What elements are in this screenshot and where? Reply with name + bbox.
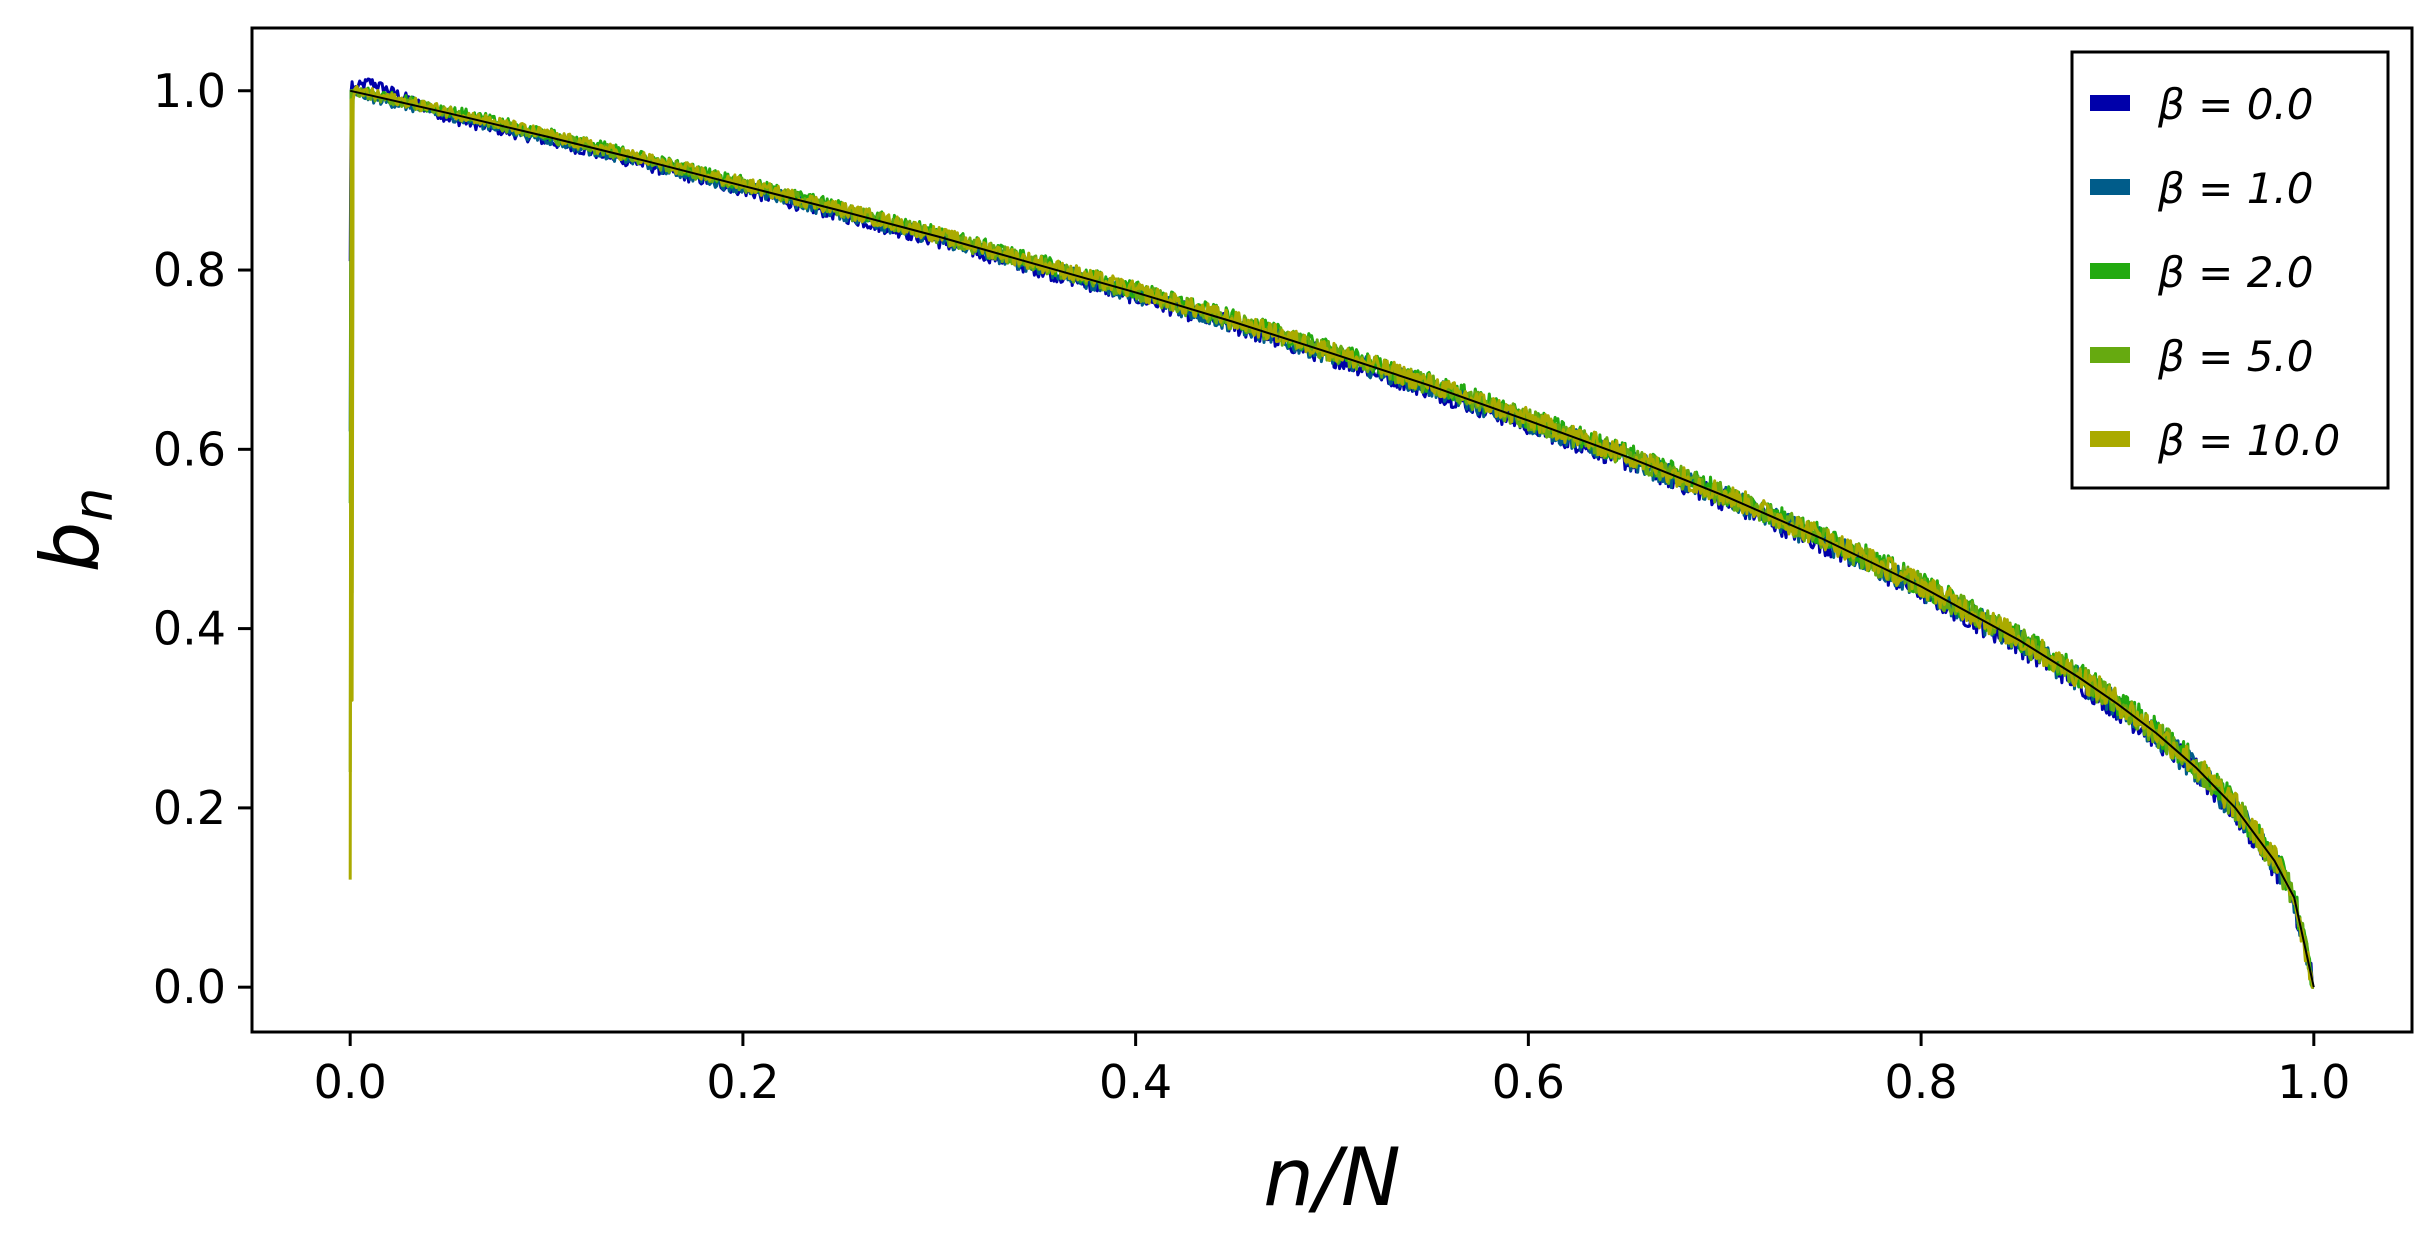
y-axis-label-subscript: n xyxy=(62,487,125,521)
y-axis: 0.0 0.2 0.4 0.6 0.8 1.0 xyxy=(153,64,252,1014)
x-axis: 0.0 0.2 0.4 0.6 0.8 1.0 xyxy=(314,1032,2350,1109)
legend-swatch xyxy=(2090,347,2130,363)
y-axis-label: bn xyxy=(24,487,125,572)
x-tick-label: 1.0 xyxy=(2277,1055,2350,1109)
y-tick-label: 1.0 xyxy=(153,64,226,118)
reference-layer xyxy=(349,89,2315,988)
reference-curve xyxy=(349,89,2315,988)
legend-label: β = 1.0 xyxy=(2157,164,2314,213)
x-tick-label: 0.8 xyxy=(1885,1055,1958,1109)
legend-swatch xyxy=(2090,263,2130,279)
y-tick-label: 0.2 xyxy=(153,781,226,835)
legend-swatch xyxy=(2090,179,2130,195)
legend-label: β = 2.0 xyxy=(2157,248,2314,297)
x-tick-label: 0.2 xyxy=(706,1055,779,1109)
y-tick-label: 0.8 xyxy=(153,243,226,297)
x-tick-label: 0.0 xyxy=(314,1055,387,1109)
legend-label: β = 5.0 xyxy=(2157,332,2314,381)
legend: β = 0.0 β = 1.0 β = 2.0 β = 5.0 β = 10.0 xyxy=(2070,50,2390,490)
x-tick-label: 0.6 xyxy=(1492,1055,1565,1109)
y-tick-label: 0.0 xyxy=(153,960,226,1014)
x-axis-label: n/N xyxy=(1263,1131,1401,1224)
legend-label: β = 10.0 xyxy=(2157,416,2340,465)
x-tick-label: 0.4 xyxy=(1099,1055,1172,1109)
y-tick-label: 0.4 xyxy=(153,602,226,656)
y-tick-label: 0.6 xyxy=(153,422,226,476)
plot-frame xyxy=(250,26,2414,1034)
legend-label: β = 0.0 xyxy=(2157,80,2314,129)
y-axis-label-main: b xyxy=(24,522,117,573)
legend-swatch xyxy=(2090,95,2130,111)
legend-swatch xyxy=(2090,431,2130,447)
